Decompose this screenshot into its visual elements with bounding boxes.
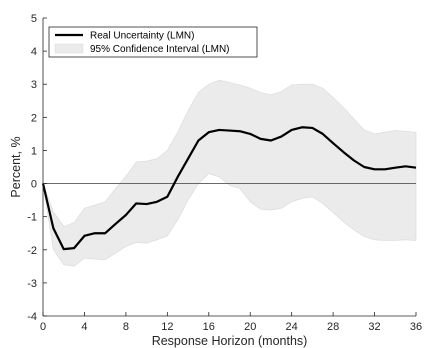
y-tick-label: 5	[31, 13, 37, 25]
legend-label-line: Real Uncertainty (LMN)	[90, 31, 194, 42]
confidence-band-layer	[42, 79, 417, 267]
x-tick-label: 20	[244, 321, 256, 333]
x-tick-label: 16	[203, 321, 215, 333]
y-tick-label: 4	[31, 46, 37, 58]
series-line-layer	[41, 126, 417, 251]
x-axis-label: Response Horizon (months)	[152, 334, 308, 348]
series-line-real-uncertainty	[41, 126, 417, 251]
x-tick-label: 12	[161, 321, 173, 333]
y-tick-label: -1	[27, 212, 37, 224]
y-tick-label: -2	[27, 245, 37, 257]
y-tick-label: 1	[31, 145, 37, 157]
legend: Real Uncertainty (LMN) 95% Confidence In…	[48, 26, 258, 58]
x-tick-label: 24	[286, 321, 298, 333]
x-tick-label: 4	[81, 321, 87, 333]
legend-box	[48, 26, 258, 58]
y-tick-label: 3	[31, 79, 37, 91]
x-tick-label: 32	[368, 321, 380, 333]
y-tick-label: 2	[31, 112, 37, 124]
x-tick-label: 0	[40, 321, 46, 333]
y-tick-label: -4	[27, 311, 37, 323]
y-tick-label: -3	[27, 278, 37, 290]
y-tick-label: 0	[31, 179, 37, 191]
x-tick-label: 8	[123, 321, 129, 333]
x-tick-label: 36	[410, 321, 422, 333]
confidence-band	[42, 79, 417, 267]
legend-label-band: 95% Confidence Interval (LMN)	[90, 44, 230, 55]
legend-swatch-band	[54, 43, 84, 54]
y-axis-label: Percent, %	[9, 136, 23, 197]
x-tick-label: 28	[327, 321, 339, 333]
